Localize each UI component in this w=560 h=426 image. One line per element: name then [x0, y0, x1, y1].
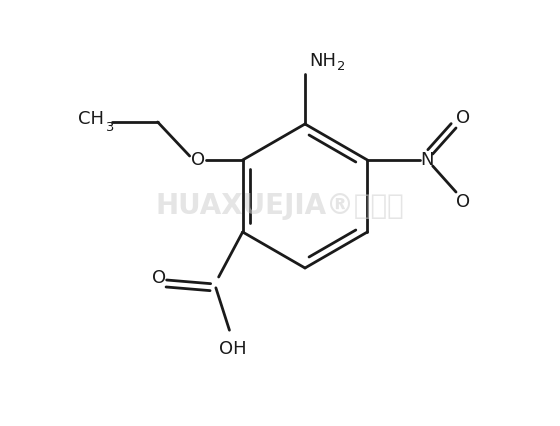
Text: NH: NH [309, 52, 336, 70]
Text: 2: 2 [338, 60, 346, 73]
Text: CH: CH [78, 110, 104, 128]
Text: O: O [190, 151, 205, 169]
Text: O: O [456, 193, 470, 211]
Text: O: O [152, 269, 166, 287]
Text: O: O [456, 109, 470, 127]
Text: HUAXUEJIA®化学库: HUAXUEJIA®化学库 [156, 192, 404, 220]
Text: N: N [421, 151, 434, 169]
Text: 3: 3 [105, 121, 113, 134]
Text: OH: OH [219, 340, 246, 358]
